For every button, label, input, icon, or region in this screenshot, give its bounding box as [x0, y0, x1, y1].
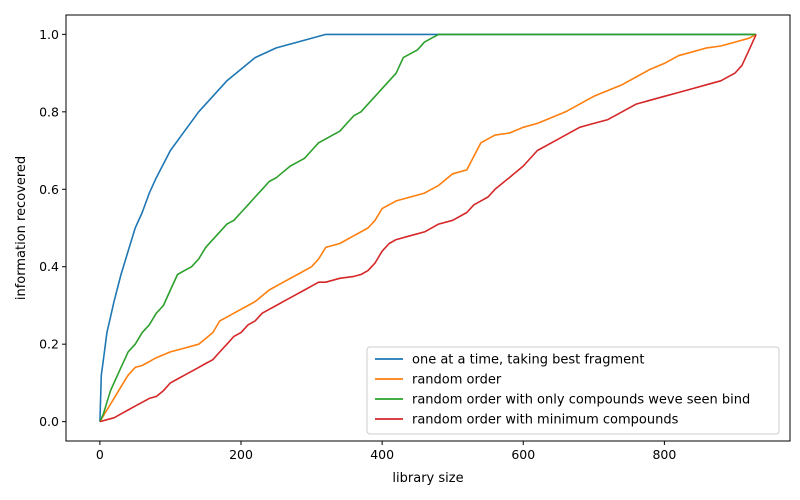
- y-axis: 0.0 0.2 0.4 0.6 0.8 1.0: [39, 27, 66, 429]
- series-line-1: [99, 33, 757, 422]
- legend-label-2: random order: [412, 373, 502, 388]
- x-tick-label: 600: [511, 447, 535, 462]
- legend: one at a time, taking best fragment rando…: [366, 346, 780, 435]
- x-tick-label: 0: [96, 447, 104, 462]
- series-layer: [99, 33, 757, 423]
- series-line-4: [99, 34, 757, 423]
- y-tick-label: 0.6: [39, 182, 59, 197]
- legend-label-1: one at a time, taking best fragment: [412, 353, 644, 368]
- legend-label-4: random order with minimum compounds: [412, 413, 679, 428]
- x-axis: 0 200 400 600 800: [96, 441, 676, 462]
- legend-box: [366, 346, 780, 435]
- x-tick-label: 400: [370, 447, 394, 462]
- y-tick-label: 1.0: [39, 27, 59, 42]
- y-tick-label: 0.4: [39, 259, 59, 274]
- x-axis-label: library size: [392, 471, 463, 486]
- series-line-3: [99, 33, 757, 422]
- x-tick-label: 200: [229, 447, 253, 462]
- series-line-2: [99, 33, 757, 423]
- legend-label-3: random order with only compounds weve se…: [412, 393, 750, 408]
- plot-frame: [65, 14, 791, 442]
- x-tick-label: 800: [652, 447, 676, 462]
- y-tick-label: 0.2: [39, 337, 59, 352]
- y-tick-label: 0.8: [39, 104, 59, 119]
- y-tick-label: 0.0: [39, 414, 59, 429]
- y-axis-label: information recovered: [14, 156, 29, 300]
